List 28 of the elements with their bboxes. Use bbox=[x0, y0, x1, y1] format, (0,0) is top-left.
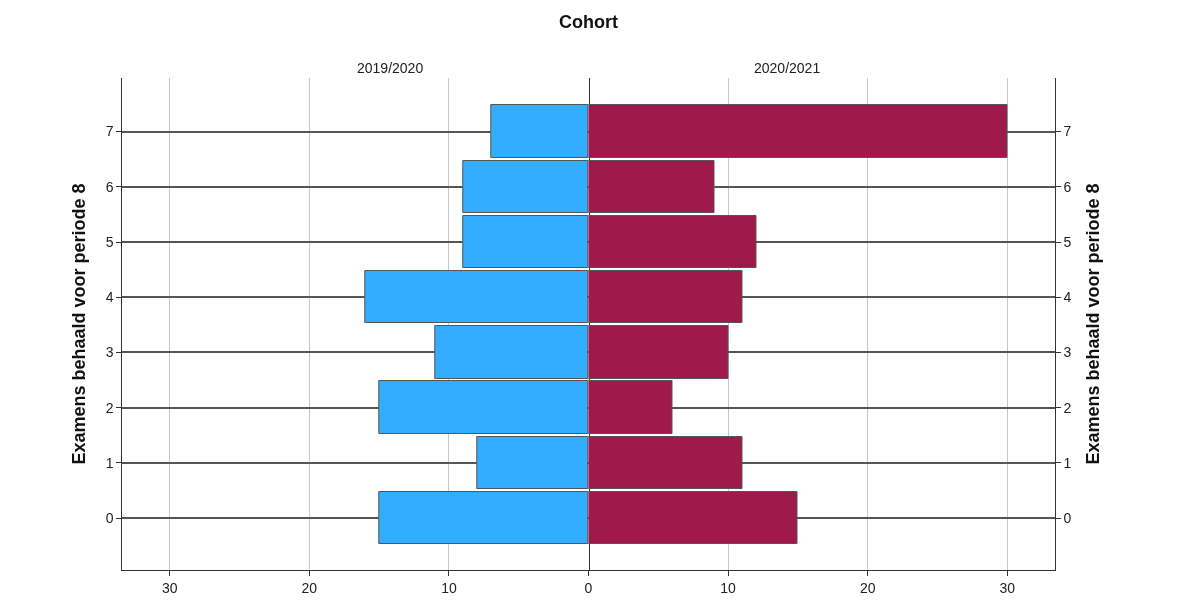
y-tick-label: 2 bbox=[105, 399, 114, 416]
y-tick-label: 6 bbox=[1063, 178, 1072, 195]
chart-title: 2019/2020 bbox=[357, 60, 424, 76]
y-tick-label: 7 bbox=[105, 123, 114, 140]
y-axis-title: Examens behaald voor periode 8 bbox=[1082, 183, 1103, 465]
y-tick-label: 0 bbox=[1063, 509, 1072, 526]
y-tick-label: 3 bbox=[1063, 344, 1072, 361]
x-tick-label: 20 bbox=[301, 579, 318, 596]
y-tick-label: 3 bbox=[105, 344, 114, 361]
chart-title: 2020/2021 bbox=[754, 60, 821, 76]
x-tick-label: 0 bbox=[584, 579, 593, 596]
y-tick-label: 5 bbox=[1063, 233, 1072, 250]
y-tick-label: 1 bbox=[1063, 454, 1072, 471]
y-axis-title: Examens behaald voor periode 8 bbox=[68, 183, 89, 465]
x-tick-label: 30 bbox=[161, 579, 178, 596]
y-tick-label: 4 bbox=[1063, 289, 1072, 306]
text: Cohort bbox=[559, 12, 618, 32]
x-tick-label: 10 bbox=[441, 579, 457, 596]
y-tick-label: 7 bbox=[1063, 123, 1072, 140]
x-tick-label: 30 bbox=[999, 579, 1016, 596]
y-tick-label: 4 bbox=[105, 289, 114, 306]
x-tick-label: 20 bbox=[859, 579, 876, 596]
y-tick-label: 6 bbox=[105, 178, 114, 195]
y-tick-label: 2 bbox=[1063, 399, 1072, 416]
y-tick-label: 0 bbox=[105, 509, 114, 526]
y-tick-label: 5 bbox=[105, 233, 114, 250]
y-tick-label: 1 bbox=[105, 454, 114, 471]
x-tick-label: 10 bbox=[720, 579, 737, 596]
